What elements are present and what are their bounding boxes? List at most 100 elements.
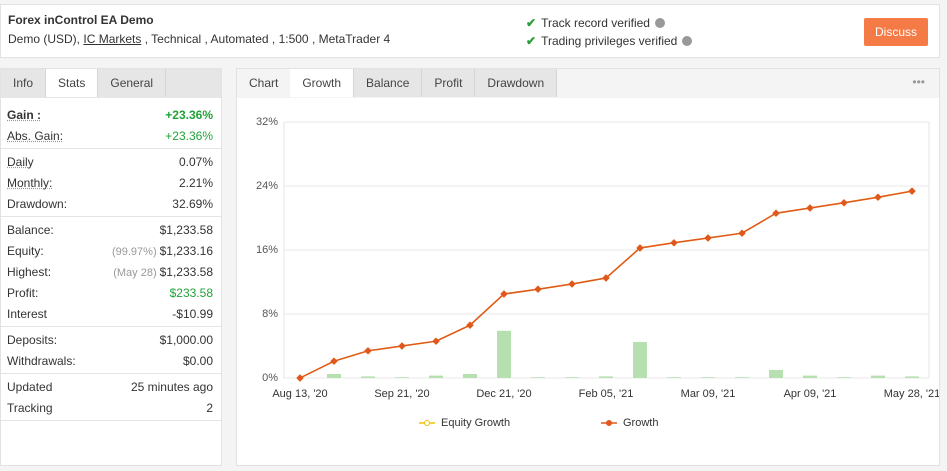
stats-value: $1,233.58 [159,222,213,237]
stats-value: $233.58 [169,285,213,300]
series-line [299,190,913,379]
stats-label: Deposits: [7,332,58,347]
stats-value-wrap: (99.97%) $1,233.16 [112,244,213,258]
stats-label: Updated [7,379,53,394]
tab[interactable]: Balance [354,69,423,97]
stats-value-wrap: 25 minutes ago [131,380,213,394]
stats-row: Abs. Gain: +23.36% [1,125,221,146]
bar [497,330,511,378]
tab[interactable]: Drawdown [475,69,558,97]
x-tick-label: Feb 05, '21 [579,388,634,400]
point [840,199,848,207]
menu[interactable]: ••• [912,75,925,89]
stats-value-wrap: 2 [206,401,213,415]
bar [361,376,375,378]
stats-row: Equity: (99.97%) $1,233.16 [1,240,221,261]
bar [667,377,681,378]
stats-label: Highest: [7,264,52,279]
point [500,290,508,298]
stats-value-wrap: -$10.99 [172,307,213,321]
stats-value-wrap: 0.07% [179,155,213,169]
verified-item: ✔ Trading privileges verified [526,32,693,50]
stats-value-wrap: 32.69% [172,197,213,211]
stats-value-wrap: $0.00 [183,354,213,368]
stats-group: Balance: $1,233.58 Equity: (99.97%) $1,233.1… [1,217,221,327]
stats-label: Monthly: [7,175,53,190]
bar [599,376,613,378]
tab[interactable]: General [98,69,167,97]
point [330,357,338,365]
tab[interactable]: Info [1,69,47,97]
discuss-button[interactable]: Discuss [864,18,928,46]
stats-group: Updated 25 minutes ago Tracking 2 [1,374,221,421]
point [364,347,372,355]
stats-value: -$10.99 [172,306,213,321]
point [432,337,440,345]
chart-panel: Chart Growth Balance Profit Drawdown ••• 0% 8%… [236,68,940,466]
point [636,244,644,252]
stats-label: Balance: [7,222,54,237]
tab[interactable]: Growth [290,69,355,97]
legend-marker [606,420,612,426]
bar [429,375,443,378]
y-tick-label: 24% [256,180,278,192]
stats-value: $1,000.00 [159,332,213,347]
bar [531,377,545,378]
title: Forex inControl EA Demo [8,13,154,27]
stats-row: Gain : +23.36% [1,104,221,125]
stats-label: Withdrawals: [7,353,76,368]
stats-label: Daily [7,154,34,169]
subtitle-end: , Technical , Automated , 1:500 , MetaTr… [144,32,391,46]
point [704,234,712,242]
point [738,229,746,237]
stats-value-wrap: 2.21% [179,176,213,190]
y-tick-label: 8% [262,308,278,320]
x-tick-label: Aug 13, '20 [272,388,327,400]
stats-row: Daily 0.07% [1,151,221,172]
point [908,187,916,195]
left-tabs: Info Stats General [1,69,221,98]
stats-row: Balance: $1,233.58 [1,219,221,240]
chart-tabs: Chart Growth Balance Profit Drawdown ••• [237,69,939,98]
stats-value: $1,233.16 [159,243,213,258]
bar [803,375,817,378]
verified-text: Track record verified [541,16,650,30]
y-tick-label: 32% [256,116,278,128]
tab[interactable]: Profit [422,69,476,97]
stats-value: 32.69% [172,196,213,211]
check-icon: ✔ [526,34,537,48]
tab[interactable]: Stats [46,69,99,97]
bar [701,377,715,378]
legend-label: Equity Growth [441,417,510,429]
stats-group: Gain : +23.36% Abs. Gain: +23.36% [1,102,221,149]
stats-row: Tracking 2 [1,397,221,418]
stats-value: +23.36% [165,107,213,122]
chart: 0% 8% 16% 24% 32% Aug 13, '20 Sep 21, '20 Dec 2… [256,116,939,429]
stats-value: $0.00 [182,353,213,368]
subtitle-start: Demo (USD), [8,32,81,46]
stats-value: 0.07% [178,154,213,169]
subtitle: Demo (USD), IC Markets , Technical , Aut… [8,32,390,46]
stats-value: +23.36% [165,128,213,143]
stats-value: 2.21% [178,175,213,190]
stats-row: Drawdown: 32.69% [1,193,221,214]
broker-link[interactable]: IC Markets [83,32,142,46]
point [534,285,542,293]
bar [327,374,341,378]
x-tick-label: May 28, '21 [884,388,939,400]
stats-value: 2 [206,400,213,415]
stats-group: Deposits: $1,000.00 Withdrawals: $0.00 [1,327,221,374]
info-icon [654,18,665,28]
x-tick-label: Apr 09, '21 [784,388,837,400]
stats-label: Drawdown: [7,196,68,211]
stats-row: Withdrawals: $0.00 [1,350,221,371]
point [466,321,474,329]
stats-group: Daily 0.07% Monthly: 2.21% Drawdown: 32.69% [1,149,221,217]
stats-row: Profit: $233.58 [1,282,221,303]
stats-label: Tracking [7,400,53,415]
x-tick-label: Dec 21, '20 [476,388,531,400]
bar [463,374,477,378]
stats-value-wrap: (May 28) $1,233.58 [113,265,213,279]
verified-item: ✔ Track record verified [526,14,692,32]
y-tick-label: 0% [262,372,278,384]
